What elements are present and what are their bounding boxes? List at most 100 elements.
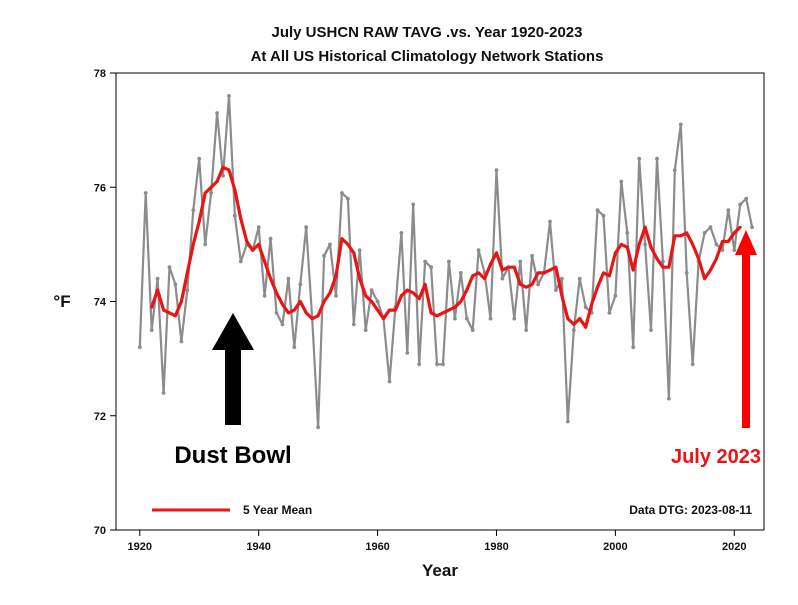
raw-tavg-point [357, 248, 362, 253]
raw-tavg-point [458, 271, 463, 275]
5-year-mean-point [738, 225, 742, 229]
5-year-mean-point [655, 257, 659, 261]
5-year-mean-point [257, 242, 261, 246]
dust-bowl-label: Dust Bowl [174, 442, 291, 469]
5-year-mean-point [649, 245, 653, 249]
5-year-mean-point [726, 240, 730, 243]
raw-tavg-point [441, 362, 445, 367]
y-tick-label: 78 [94, 68, 106, 80]
5-year-mean-point [518, 282, 522, 286]
5-year-mean-point [334, 274, 338, 278]
5-year-mean-point [435, 314, 439, 318]
dust-bowl-annotation: Dust Bowl [174, 313, 292, 469]
raw-tavg-point [548, 219, 552, 224]
x-tick-label: 1980 [484, 541, 508, 553]
raw-tavg-point [155, 276, 160, 281]
5-year-mean-point [697, 257, 701, 261]
y-axis: 70 72 74 76 78 [94, 68, 116, 537]
raw-tavg-point [732, 248, 737, 253]
5-year-mean-point [316, 314, 320, 318]
5-year-mean-point [500, 268, 504, 272]
5-year-mean-point [405, 288, 409, 292]
5-year-mean-point [720, 240, 724, 243]
series-layer [137, 94, 754, 430]
raw-tavg-point [530, 253, 534, 258]
5-year-mean-point [156, 288, 160, 292]
x-tick-label: 1960 [365, 541, 389, 553]
5-year-mean-point [465, 288, 469, 292]
raw-tavg-point [453, 316, 457, 321]
raw-tavg-point [643, 242, 647, 247]
raw-tavg-point [744, 196, 749, 201]
5-year-mean-point [251, 248, 255, 252]
5-year-mean-point [602, 271, 605, 275]
raw-tavg-point [161, 391, 166, 395]
raw-tavg-point [375, 299, 380, 304]
raw-tavg-point [167, 265, 172, 270]
5-year-mean-point [209, 185, 213, 189]
5-year-mean-point [269, 277, 273, 281]
5-year-mean-point [411, 291, 415, 295]
5-year-mean-point [566, 317, 570, 321]
5-year-mean-point [233, 188, 237, 192]
raw-tavg-point [423, 259, 427, 264]
raw-tavg-point [137, 345, 142, 350]
raw-tavg-point [655, 156, 659, 161]
5-year-mean-point [536, 271, 540, 275]
raw-tavg-point [720, 248, 725, 253]
raw-tavg-point [518, 259, 523, 264]
5-year-mean-point [477, 271, 481, 275]
5-year-mean-point [173, 314, 177, 318]
raw-tavg-point [678, 122, 683, 127]
5-year-mean-point [197, 220, 201, 223]
raw-tavg-point [286, 276, 291, 281]
5-year-mean-point [429, 311, 433, 315]
5-year-mean-point [554, 265, 558, 269]
5-year-mean-point [691, 242, 695, 246]
raw-tavg-point [227, 94, 231, 98]
x-axis: 1920 1940 1960 1980 2000 2020 [128, 530, 747, 553]
legend: 5 Year Mean [152, 503, 312, 517]
raw-tavg-point [447, 259, 451, 264]
raw-tavg-point [672, 168, 677, 173]
series-line-5-year-mean [150, 165, 742, 329]
5-year-mean-point [346, 242, 350, 246]
5-year-mean-point [703, 277, 707, 281]
5-year-mean-point [185, 271, 189, 275]
raw-tavg-point [256, 225, 261, 230]
raw-tavg-point [298, 282, 303, 287]
raw-tavg-point [661, 259, 665, 264]
5-year-mean-point [542, 271, 546, 275]
raw-tavg-point [435, 362, 439, 367]
x-tick-label: 2020 [722, 541, 746, 553]
y-axis-label: °F [53, 292, 70, 311]
5-year-mean-point [619, 242, 623, 246]
5-year-mean-point [441, 311, 445, 315]
5-year-mean-point [714, 257, 718, 261]
5-year-mean-point [221, 165, 225, 169]
5-year-mean-point [578, 317, 582, 321]
july-2023-label: July 2023 [671, 446, 761, 468]
raw-tavg-point [625, 231, 630, 235]
raw-tavg-point [262, 293, 267, 298]
raw-tavg-point [726, 208, 731, 213]
5-year-mean-point [732, 231, 736, 235]
raw-tavg-point [565, 419, 570, 424]
raw-tavg-point [197, 156, 202, 161]
raw-tavg-point [690, 362, 695, 367]
raw-tavg-point [185, 288, 190, 292]
5-year-mean-point [292, 308, 296, 312]
y-tick-label: 74 [94, 297, 107, 309]
raw-tavg-point [429, 265, 433, 270]
5-year-mean-point [393, 308, 397, 312]
raw-tavg-point [560, 276, 564, 281]
data-dtg-note: Data DTG: 2023-08-11 [629, 503, 752, 517]
raw-tavg-point [417, 362, 422, 367]
5-year-mean-point [310, 317, 314, 321]
raw-tavg-point [607, 311, 612, 315]
raw-tavg-point [143, 191, 148, 195]
raw-tavg-point [649, 328, 653, 332]
raw-tavg-point [322, 253, 326, 258]
raw-tavg-point [577, 276, 582, 281]
